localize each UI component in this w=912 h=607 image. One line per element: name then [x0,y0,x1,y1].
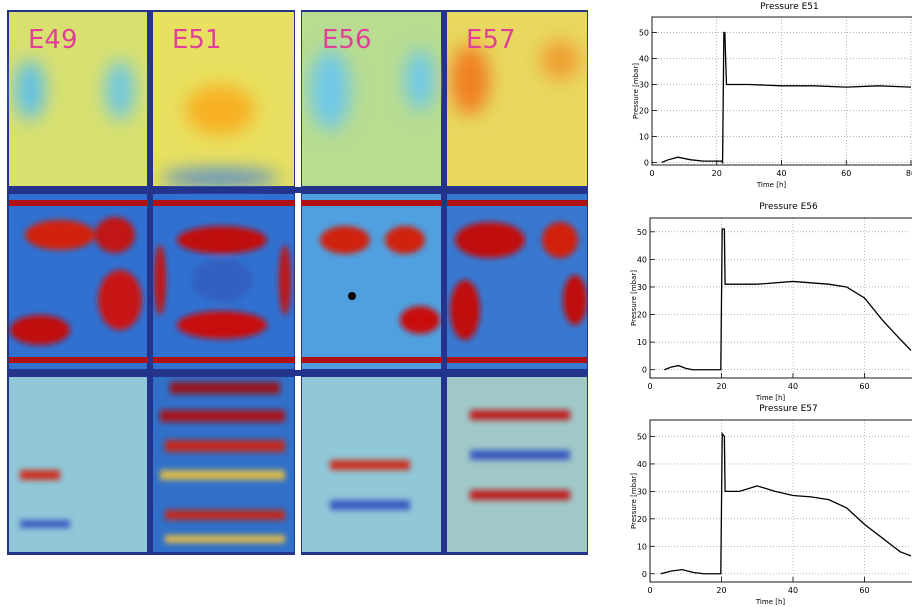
y-tick-label: 30 [639,81,649,90]
x-tick-label: 0 [649,169,654,178]
y-tick-label: 50 [639,29,649,38]
y-tick-label: 20 [639,106,649,115]
chart-title: Pressure E57 [759,404,817,414]
y-tick-label: 20 [637,311,647,320]
pressure-charts: Pressure E51 0 10 20 30 40 50 0 20 40 60 80 Time [h]… [630,2,912,606]
y-tick-label: 0 [642,570,647,579]
x-tick-label: 0 [647,586,652,595]
x-tick-label: 60 [859,382,869,391]
y-tick-label: 20 [637,515,647,524]
panel-label: E56 [322,25,372,55]
chart-title: Pressure E56 [759,202,818,212]
x-tick-label: 40 [788,586,798,595]
chart-title: Pressure E51 [760,2,818,12]
x-axis-label: Time [h] [755,598,786,606]
x-tick-label: 20 [716,586,726,595]
y-tick-label: 30 [637,487,647,496]
pressure-line [660,431,912,575]
y-tick-label: 40 [637,460,647,469]
panel-label: E57 [466,25,516,55]
heatmap-grid [7,10,588,555]
y-axis-label: Pressure [mbar] [630,270,638,326]
x-axis-label: Time [h] [755,394,786,402]
x-tick-label: 40 [776,169,786,178]
y-tick-label: 50 [637,228,647,237]
y-tick-label: 0 [644,158,649,167]
y-tick-label: 30 [637,283,647,292]
y-tick-label: 0 [642,366,647,375]
pressure-line [661,31,912,165]
plot-frame [649,217,912,379]
x-tick-label: 20 [716,382,726,391]
y-tick-label: 50 [637,432,647,441]
x-tick-label: 60 [859,586,869,595]
x-tick-label: 20 [712,169,722,178]
x-tick-label: 40 [788,382,798,391]
x-tick-label: 60 [841,169,851,178]
plot-frame [649,419,912,583]
x-tick-label: 0 [647,382,652,391]
panel-label: E49 [28,25,78,55]
y-tick-label: 10 [637,338,647,347]
y-tick-label: 40 [637,255,647,264]
heatmaps: E49 E51 E56 E57 [7,10,588,555]
y-tick-label: 10 [637,542,647,551]
x-axis-label: Time [h] [756,181,787,189]
y-axis-label: Pressure [mbar] [630,473,638,529]
y-axis-label: Pressure [mbar] [632,63,640,119]
panel-label: E51 [172,25,222,55]
pressure-line [664,228,912,371]
plot-frame [651,16,912,166]
y-tick-label: 10 [639,132,649,141]
y-tick-label: 40 [639,55,649,64]
x-tick-label: 80 [906,169,912,178]
